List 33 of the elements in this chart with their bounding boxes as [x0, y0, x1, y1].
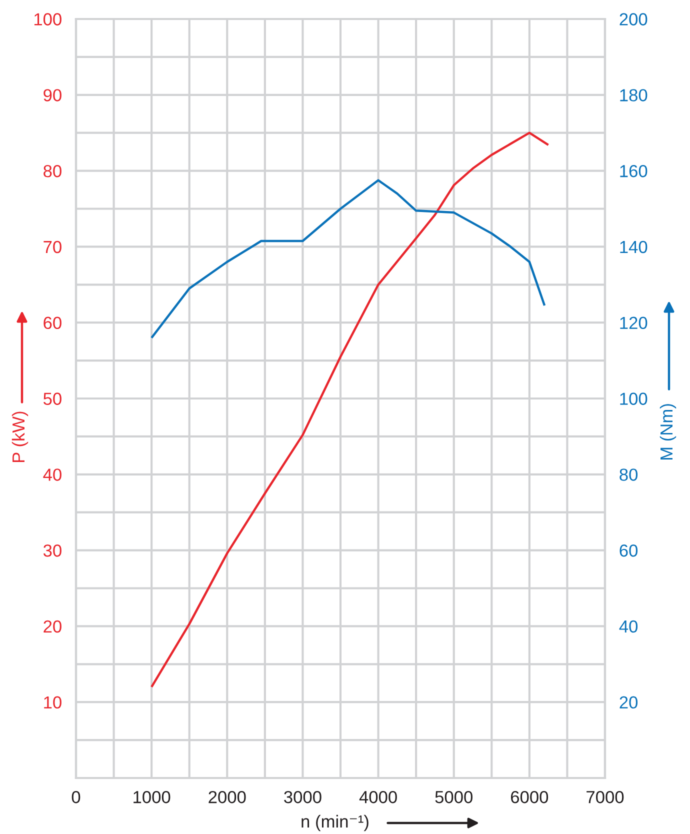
- y2-tick-label: 100: [620, 392, 648, 405]
- y2-axis-title: M (Nm): [660, 404, 676, 460]
- y2-tick-label: 80: [620, 468, 638, 481]
- y-tick-label: 30: [43, 544, 62, 557]
- y2-tick-label: 140: [620, 240, 648, 254]
- x-tick-label: 7000: [586, 790, 624, 804]
- line-series: [150, 179, 546, 339]
- y2-tick-label: 160: [620, 164, 648, 178]
- x-tick-label: 1000: [134, 790, 170, 804]
- x-tick-label: 0: [72, 790, 80, 804]
- y-tick-label: 40: [43, 468, 62, 481]
- y-axis-title: P (kW): [12, 412, 28, 462]
- x-tick-label: 2000: [208, 790, 246, 804]
- y-tick-label: 10: [44, 696, 62, 709]
- y-tick-label: 90: [44, 89, 62, 102]
- x-tick-label: 3000: [284, 790, 322, 804]
- y-tick-label: 70: [44, 240, 62, 254]
- x-tick-label: 4000: [359, 790, 397, 804]
- x-tick-label: 5000: [435, 790, 472, 804]
- y-tick-label: 60: [44, 316, 62, 330]
- y2-tick-label: 180: [620, 89, 648, 102]
- y-tick-label: 20: [44, 620, 62, 633]
- line-series: [150, 132, 550, 688]
- x-axis-title: n (min⁻¹): [302, 814, 368, 832]
- x-tick-label: 6000: [511, 790, 548, 804]
- y-tick-label: 80: [44, 164, 62, 178]
- y-tick-label: 50: [43, 392, 62, 405]
- y2-tick-label: 40: [619, 620, 638, 633]
- y2-tick-label: 200: [620, 13, 648, 26]
- y2-tick-label: 120: [620, 316, 648, 330]
- y2-tick-label: 60: [620, 544, 638, 557]
- y-tick-label: 100: [34, 13, 62, 26]
- y2-tick-label: 20: [620, 696, 638, 709]
